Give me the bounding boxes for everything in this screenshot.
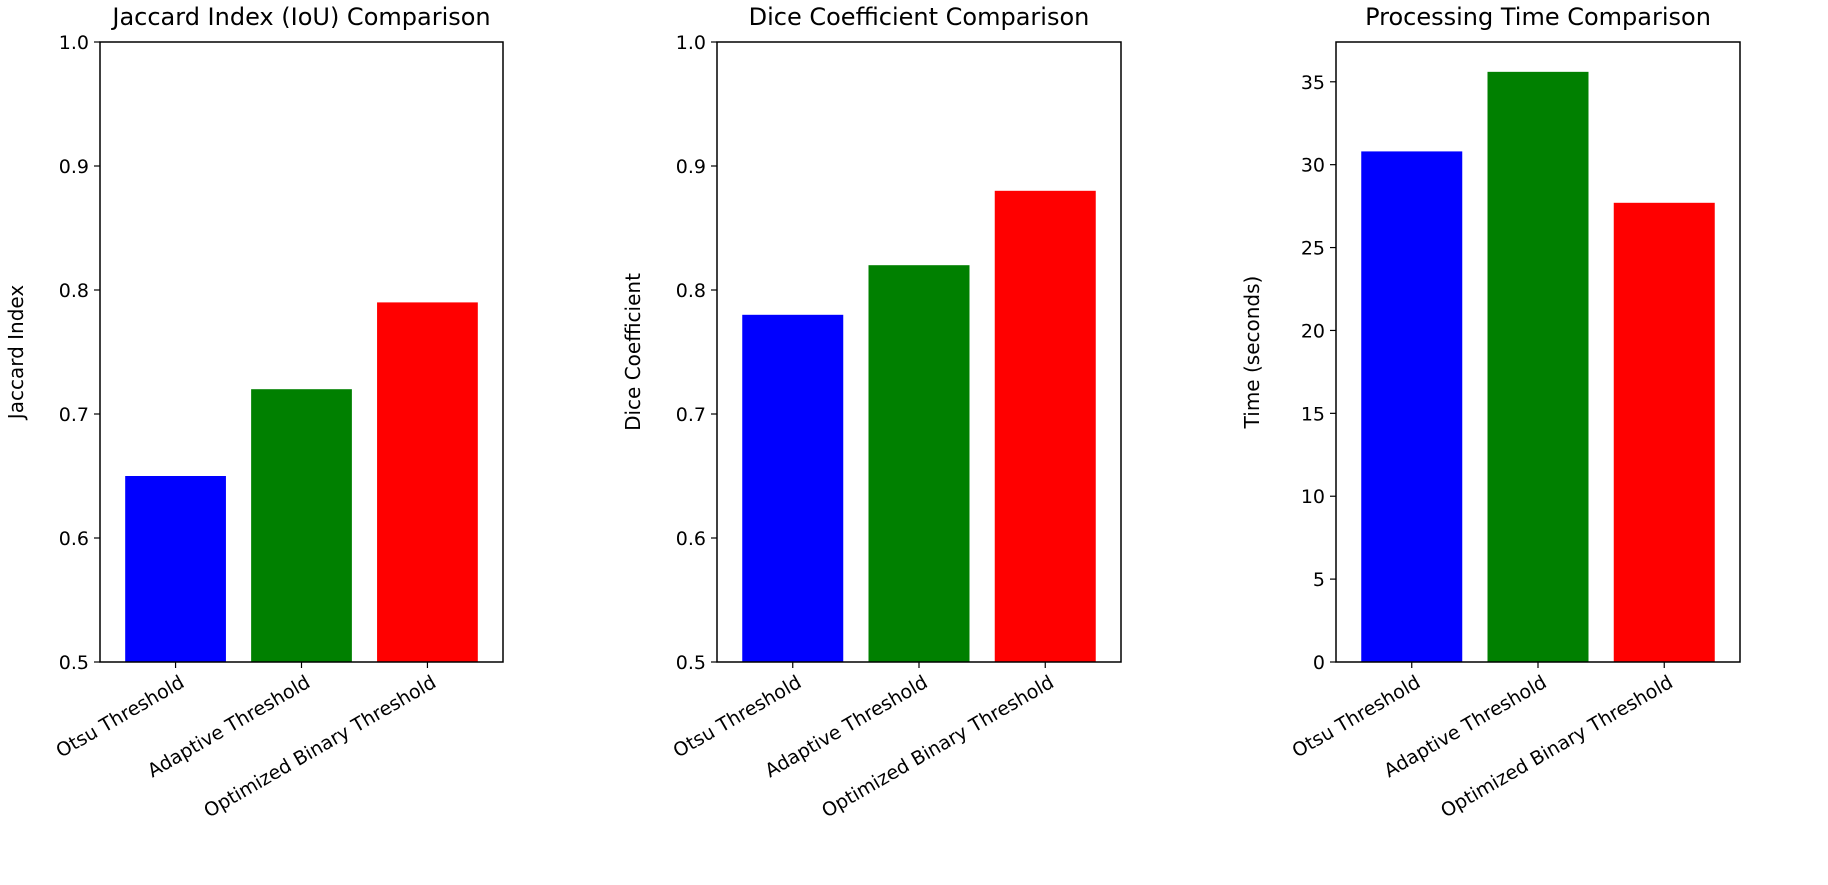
x-tick-label: Optimized Binary Threshold: [818, 671, 1058, 822]
y-tick-label: 0.7: [676, 404, 706, 426]
bar-3: [377, 302, 478, 662]
y-tick-label: 30: [1301, 155, 1325, 177]
y-tick-label: 0.7: [59, 404, 89, 426]
y-tick-label: 0.8: [676, 280, 706, 302]
y-axis-label: Jaccard Index: [4, 285, 28, 422]
y-tick-label: 0.8: [59, 280, 89, 302]
bar-1: [1361, 151, 1463, 662]
y-tick-label: 0: [1313, 652, 1325, 674]
y-axis-label: Dice Coefficient: [621, 273, 645, 431]
y-tick-label: 10: [1301, 486, 1325, 508]
y-tick-label: 0.6: [59, 528, 89, 550]
bar-2: [868, 265, 970, 662]
y-axis-label: Time (seconds): [1240, 276, 1264, 430]
x-tick-label: Optimized Binary Threshold: [200, 671, 440, 822]
bar-1: [742, 314, 844, 662]
bar-3: [994, 190, 1096, 663]
y-tick-label: 5: [1313, 569, 1325, 591]
bar-2: [1487, 71, 1589, 663]
y-tick-label: 35: [1301, 72, 1325, 94]
y-tick-label: 0.9: [59, 156, 89, 178]
y-tick-label: 0.5: [676, 652, 706, 674]
chart-title: Jaccard Index (IoU) Comparison: [110, 3, 490, 31]
y-tick-label: 0.9: [676, 156, 706, 178]
bar-3: [1613, 202, 1715, 663]
bar-1: [125, 476, 226, 662]
y-tick-label: 0.5: [59, 652, 89, 674]
chart-title: Dice Coefficient Comparison: [749, 3, 1090, 31]
y-tick-label: 20: [1301, 320, 1325, 342]
bar-2: [251, 389, 352, 662]
y-tick-label: 0.6: [676, 528, 706, 550]
y-tick-label: 15: [1301, 403, 1325, 425]
y-tick-label: 1.0: [676, 32, 706, 54]
chart-title: Processing Time Comparison: [1365, 3, 1711, 31]
y-tick-label: 25: [1301, 238, 1325, 260]
y-tick-label: 1.0: [59, 32, 89, 54]
x-tick-label: Optimized Binary Threshold: [1437, 671, 1677, 822]
